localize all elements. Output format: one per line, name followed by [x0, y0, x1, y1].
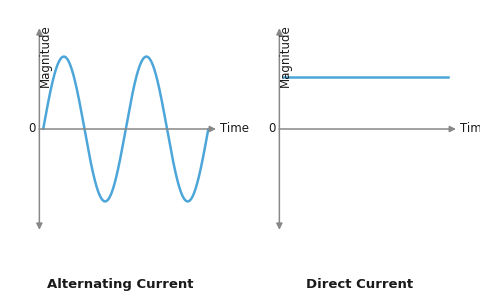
Text: Time: Time	[220, 122, 249, 136]
Text: Alternating Current: Alternating Current	[47, 278, 193, 291]
Text: Time: Time	[460, 122, 480, 136]
Text: 0: 0	[28, 122, 36, 136]
Text: Direct Current: Direct Current	[306, 278, 414, 291]
Text: 0: 0	[268, 122, 276, 136]
Text: Magnitude: Magnitude	[279, 24, 292, 87]
Text: Magnitude: Magnitude	[39, 24, 52, 87]
